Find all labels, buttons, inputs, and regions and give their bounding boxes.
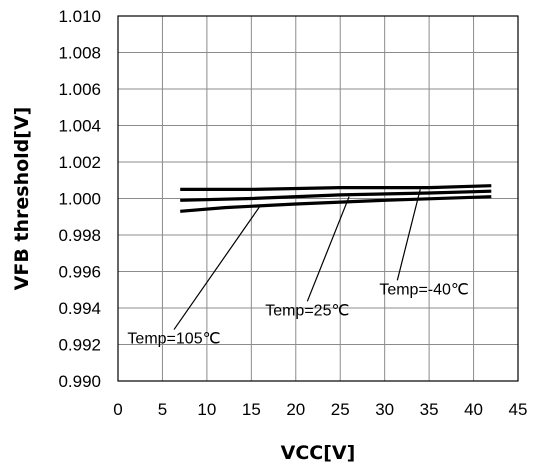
annotation-label-2: Temp=105℃ — [127, 331, 220, 348]
x-tick-labels: 0 5 10 15 20 25 30 35 40 45 — [113, 400, 527, 419]
y-tick-label: 0.992 — [58, 336, 101, 355]
x-tick-label: 10 — [197, 400, 216, 419]
x-tick-label: 30 — [375, 400, 394, 419]
y-tick-label: 1.008 — [58, 44, 101, 63]
y-tick-label: 1.004 — [58, 117, 101, 136]
y-tick-label: 1.002 — [58, 153, 101, 172]
y-tick-label: 1.006 — [58, 80, 101, 99]
x-tick-label: 15 — [242, 400, 261, 419]
y-tick-labels: 0.990 0.992 0.994 0.996 0.998 1.000 1.002 1.004… — [58, 7, 101, 391]
y-tick-label: 0.994 — [58, 299, 101, 318]
x-tick-label: 20 — [286, 400, 305, 419]
series-line-0 — [180, 184, 492, 191]
y-tick-label: 1.000 — [58, 190, 101, 209]
y-tick-label: 0.996 — [58, 263, 101, 282]
x-tick-label: 5 — [158, 400, 167, 419]
y-tick-label: 1.010 — [58, 7, 101, 26]
annotation-leader-0 — [396, 189, 421, 281]
x-axis-title: VCC[V] — [281, 442, 356, 464]
x-tick-label: 45 — [509, 400, 528, 419]
series-lines — [180, 184, 492, 213]
annotation-leader-2 — [173, 205, 261, 330]
x-tick-label: 0 — [113, 400, 122, 419]
y-axis-title: VFB threshold[V] — [11, 107, 33, 291]
annotations: Temp=-40℃ Temp=25℃ Temp=105℃ — [127, 189, 469, 348]
y-tick-label: 0.998 — [58, 226, 101, 245]
annotation-leader-1 — [306, 196, 350, 302]
series-line-2 — [180, 195, 492, 213]
annotation-label-1: Temp=25℃ — [265, 302, 349, 319]
x-tick-label: 25 — [331, 400, 350, 419]
y-tick-label: 0.990 — [58, 372, 101, 391]
annotation-label-0: Temp=-40℃ — [379, 281, 469, 298]
series-line-1 — [180, 189, 492, 202]
plot-area — [117, 15, 519, 382]
x-tick-label: 40 — [464, 400, 483, 419]
x-tick-label: 35 — [420, 400, 439, 419]
